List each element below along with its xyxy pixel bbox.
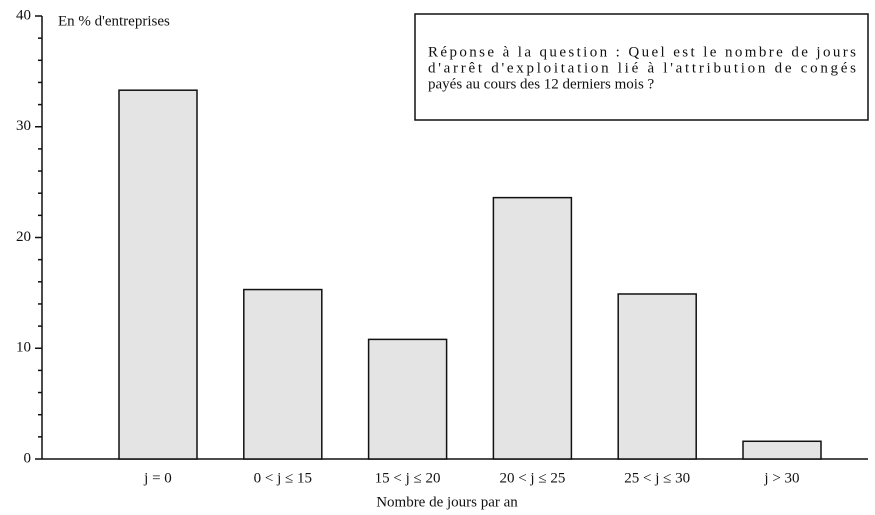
bar [617,293,697,460]
annotation-line: Réponse à la question : Quel est le nomb… [428,44,856,60]
y-axis-label: En % d'entreprises [58,13,170,29]
x-tick-label: j = 0 [143,470,172,486]
x-tick-label: j > 30 [763,470,799,486]
x-tick-label: 20 < j ≤ 25 [499,470,565,486]
bar [742,440,822,460]
x-tick-label: 0 < j ≤ 15 [254,470,312,486]
x-axis-label: Nombre de jours par an [376,494,518,510]
bar [243,288,323,460]
y-tick-label: 30 [16,118,31,134]
bar [118,89,198,460]
x-tick-label: 25 < j ≤ 30 [624,470,690,486]
y-tick-label: 40 [16,7,31,23]
x-tick-label: 15 < j ≤ 20 [375,470,441,486]
annotation-box [414,13,869,121]
y-tick-label: 10 [16,340,31,356]
y-tick-label: 20 [16,229,31,245]
bar [492,196,573,460]
y-tick-label: 0 [24,450,32,466]
annotation-line: payés au cours des 12 derniers mois ? [428,76,655,92]
bar [367,338,448,460]
